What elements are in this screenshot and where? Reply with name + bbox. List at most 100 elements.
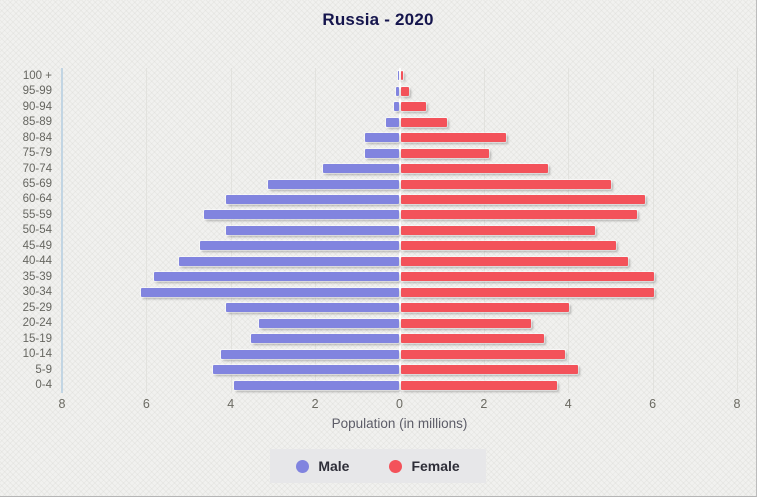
age-group-label: 100 + [22,69,52,82]
pyramid-row: 5-9 [35,362,737,377]
pyramid-row: 80-84 [23,130,737,145]
pyramid-row: 95-99 [23,83,737,98]
legend-label-male: Male [318,458,350,474]
age-group-label: 95-99 [22,85,52,98]
female-bar [400,133,506,143]
male-bar [200,241,399,251]
pyramid-row: 55-59 [23,207,737,222]
male-bar [233,380,399,390]
legend: Male Female [0,449,756,483]
age-group-label: 15-19 [22,332,52,345]
x-tick-label: 2 [480,397,488,411]
female-bar [400,225,595,235]
x-tick-label: 8 [733,397,741,411]
female-bar [400,272,654,282]
male-bar [212,365,399,375]
age-group-label: 60-64 [22,193,52,206]
x-axis-label: Population (in millions) [331,416,468,431]
age-group-label: 45-49 [22,239,52,252]
female-bar [400,102,426,112]
age-group-label: 20-24 [22,317,52,330]
pyramid-row: 20-24 [23,316,737,331]
male-bar [385,117,399,127]
female-bar [400,194,646,204]
x-tick-label: 4 [227,397,235,411]
female-bar [400,318,532,328]
female-bar [400,117,447,127]
x-tick-label: 6 [649,397,657,411]
male-bar [153,272,399,282]
male-bar [250,334,399,344]
pyramid-row: 25-29 [23,300,737,315]
pyramid-row: 60-64 [23,192,737,207]
male-bar [394,102,399,112]
male-marker-icon [296,459,310,473]
x-tick-label: 6 [142,397,150,411]
pyramid-row: 15-19 [23,331,737,346]
legend-label-female: Female [411,458,460,474]
age-group-label: 85-89 [22,116,52,129]
male-bar [267,179,399,189]
female-bar [400,164,549,174]
pyramid-row: 30-34 [23,285,737,300]
female-bar [400,349,566,359]
female-bar [400,365,578,375]
female-bar [400,380,557,390]
male-bar [259,318,399,328]
gridline [146,68,148,393]
male-bar [221,349,399,359]
age-group-label: 25-29 [22,301,52,314]
male-bar [225,303,399,313]
male-bar [179,256,399,266]
male-bar [225,194,399,204]
male-bar [225,225,399,235]
female-bar [400,148,490,158]
zero-gridline [398,68,401,393]
male-bar [141,287,399,297]
pyramid-row: 100 + [23,68,737,83]
age-group-label: 65-69 [22,178,52,191]
pyramid-row: 35-39 [23,269,737,284]
age-group-label: 10-14 [22,348,52,361]
female-bar [400,71,403,81]
x-tick-label: 4 [564,397,572,411]
male-bar [204,210,399,220]
pyramid-row: 90-94 [23,99,737,114]
female-bar [400,210,637,220]
female-bar [400,179,612,189]
age-group-label: 5-9 [35,363,52,376]
plot-area: 100 + 95-99 90-94 85-89 80-84 75-79 70-74 65-69… [23,68,738,393]
age-group-label: 90-94 [22,100,52,113]
female-bar [400,256,629,266]
x-tick-label: 0 [396,397,403,411]
legend-item-female[interactable]: Female [389,458,460,474]
age-group-label: 30-34 [22,286,52,299]
female-bar [400,334,544,344]
pyramid-row: 85-89 [23,114,737,129]
male-bar [364,133,399,143]
age-group-label: 0-4 [35,379,52,392]
age-group-label: 40-44 [22,255,52,268]
chart-title: Russia - 2020 [322,10,434,29]
age-group-label: 75-79 [22,147,52,160]
pyramid-row: 65-69 [23,176,737,191]
x-axis-ticks: 8 6 4 2 0 2 4 6 8 [58,397,741,412]
pyramid-row: 75-79 [23,145,737,160]
age-group-label: 50-54 [22,224,52,237]
female-bar [400,86,409,96]
pyramid-row: 50-54 [23,223,737,238]
age-group-label: 70-74 [22,162,52,175]
male-bar [322,164,399,174]
female-bar [400,287,654,297]
pyramid-row: 70-74 [23,161,737,176]
pyramid-row: 40-44 [23,254,737,269]
age-group-label: 35-39 [22,270,52,283]
bar-rows: 100 + 95-99 90-94 85-89 80-84 75-79 70-74 65-69… [23,68,737,393]
gridline [737,68,738,393]
pyramid-row: 0-4 [35,377,737,392]
legend-box: Male Female [270,449,486,483]
legend-item-male[interactable]: Male [296,458,349,474]
age-group-label: 55-59 [22,208,52,221]
x-tick-label: 8 [58,397,66,411]
